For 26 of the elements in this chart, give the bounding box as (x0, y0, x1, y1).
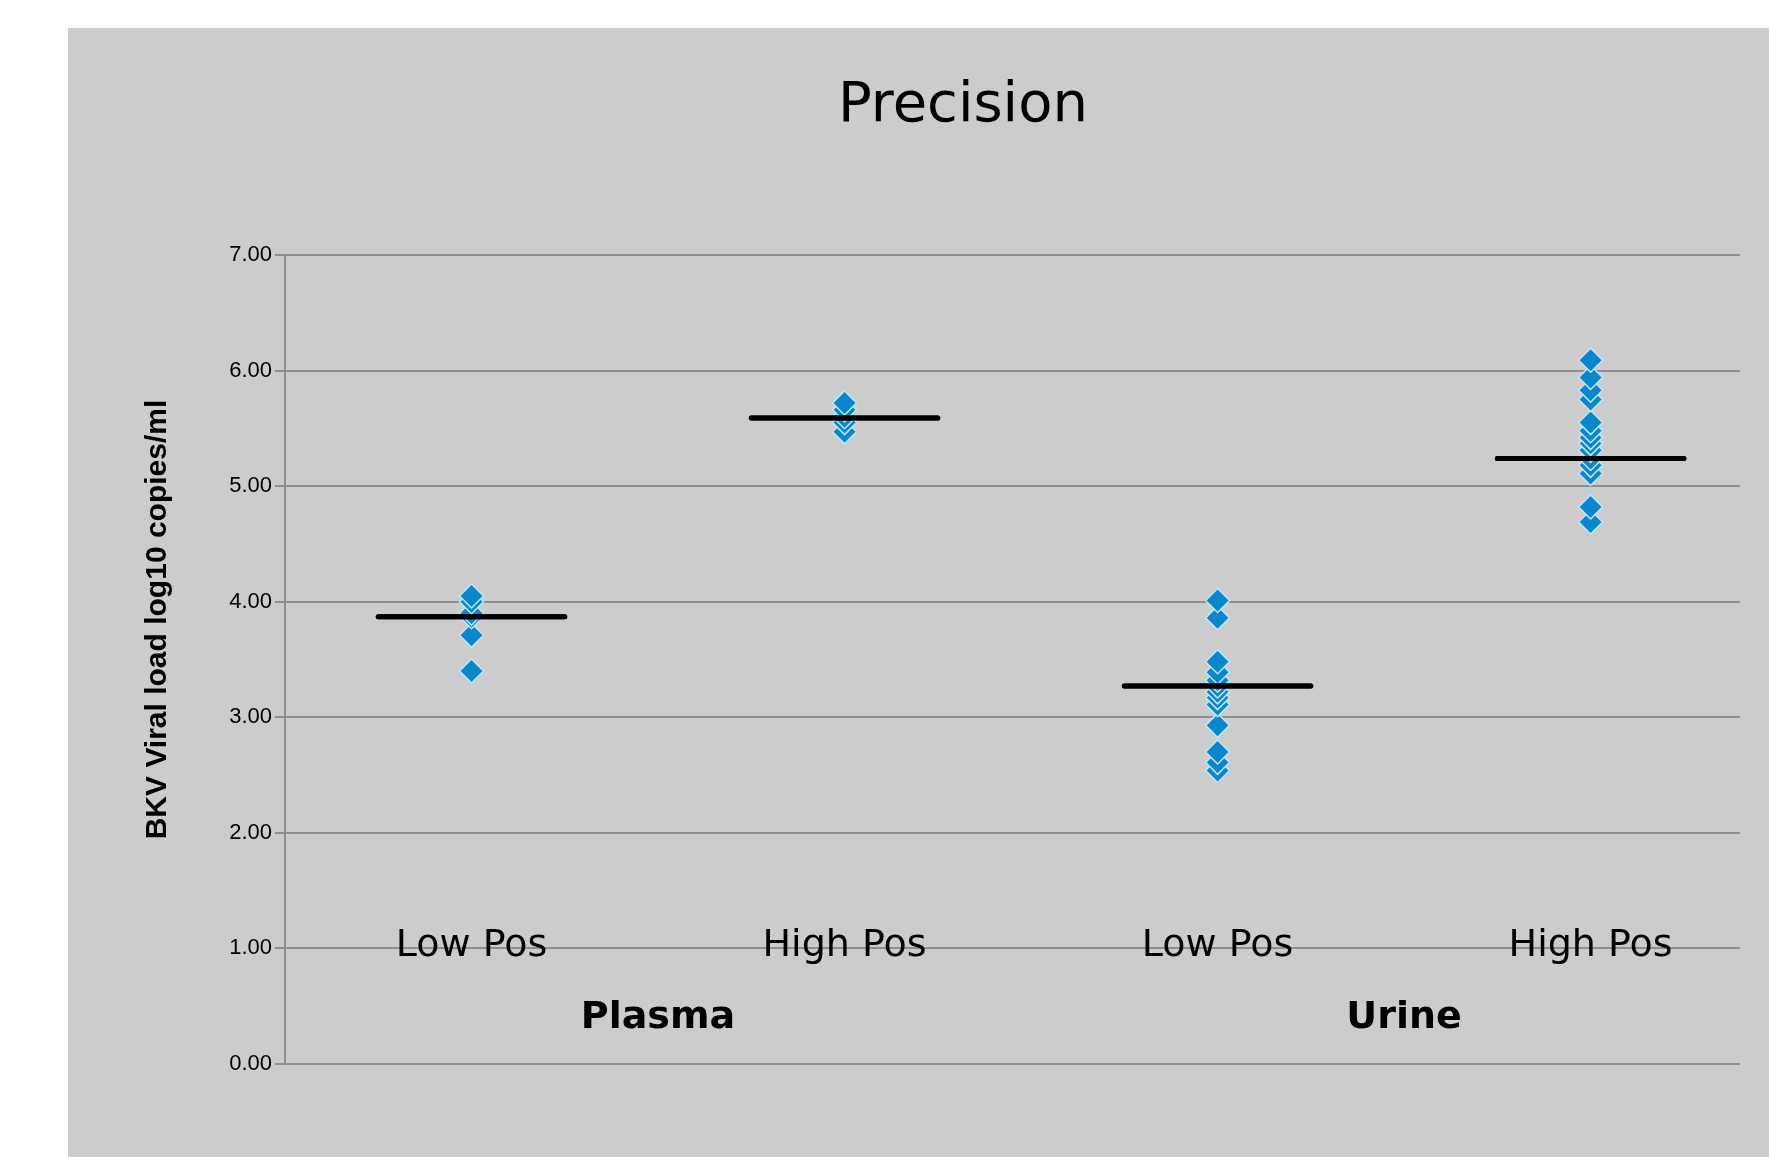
point (458, 583, 485, 609)
x-tick-label: High Pos (1508, 921, 1673, 966)
point (1577, 494, 1604, 520)
y-tick-label: 0.00 (229, 1050, 272, 1076)
chart-title: Precision (838, 68, 1088, 134)
y-tick-label: 6.00 (229, 356, 272, 382)
y-tick-label: 5.00 (229, 472, 272, 498)
point (831, 390, 858, 416)
y-tick-label: 7.00 (229, 241, 272, 267)
y-tick-label: 2.00 (229, 818, 272, 844)
annotation: Urine (1346, 992, 1462, 1037)
point (1577, 347, 1604, 373)
x-tick-label: Low Pos (395, 921, 548, 966)
point (1204, 587, 1231, 614)
point (1204, 739, 1231, 765)
x-tick-label: High Pos (762, 921, 927, 966)
x-tick-label: Low Pos (1141, 921, 1294, 966)
point (1577, 409, 1604, 436)
y-tick-label: 1.00 (229, 934, 272, 960)
y-tick-label: 4.00 (229, 587, 272, 613)
y-tick-label: 3.00 (229, 703, 272, 729)
y-axis-title: BKV Viral load log10 copies/ml (139, 399, 173, 840)
point (1204, 712, 1231, 739)
point (458, 658, 485, 684)
annotation: Plasma (580, 992, 736, 1037)
point (1204, 649, 1231, 675)
